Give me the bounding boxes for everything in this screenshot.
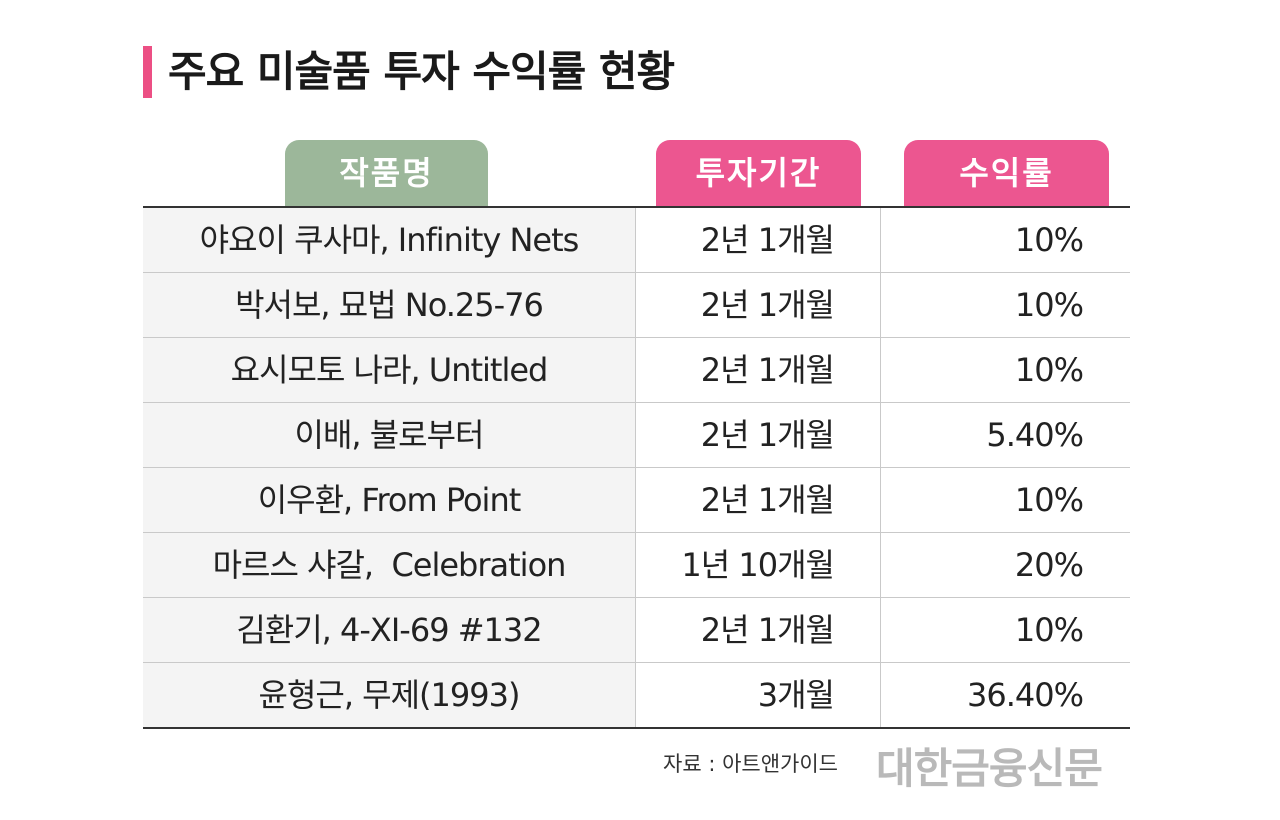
cell-rate: 10% (1014, 481, 1084, 519)
table-row: 마르스 샤갈, Celebration 1년 10개월 20% (143, 533, 1130, 598)
cell-period: 2년 1개월 (636, 598, 881, 662)
cell-work-name: 마르스 샤갈, Celebration (143, 533, 636, 597)
table-row: 이배, 불로부터 2년 1개월 5.40% (143, 403, 1130, 468)
cell-work-name: 박서보, 묘법 No.25-76 (143, 273, 636, 337)
cell-work-name: 요시모토 나라, Untitled (143, 338, 636, 402)
cell-period: 2년 1개월 (636, 273, 881, 337)
table-row: 야요이 쿠사마, Infinity Nets 2년 1개월 10% (143, 208, 1130, 273)
source-note: 자료 : 아트앤가이드 (663, 752, 838, 776)
returns-table: 야요이 쿠사마, Infinity Nets 2년 1개월 10% 박서보, 묘… (143, 206, 1130, 729)
header-work-name: 작품명 (285, 140, 488, 207)
cell-rate: 36.40% (966, 676, 1084, 714)
table-row: 요시모토 나라, Untitled 2년 1개월 10% (143, 338, 1130, 403)
cell-period: 2년 1개월 (636, 403, 881, 467)
table-row: 이우환, From Point 2년 1개월 10% (143, 468, 1130, 533)
cell-work-name: 김환기, 4-XI-69 #132 (143, 598, 636, 662)
header-investment-period: 투자기간 (656, 140, 861, 207)
cell-period: 2년 1개월 (636, 208, 881, 272)
cell-rate: 10% (1014, 221, 1084, 259)
cell-work-name: 윤형근, 무제(1993) (143, 663, 636, 727)
publisher-logo: 대한금융신문 (876, 744, 1103, 793)
cell-rate: 10% (1014, 286, 1084, 324)
cell-rate: 10% (1014, 611, 1084, 649)
cell-rate: 10% (1014, 351, 1084, 389)
table-row: 윤형근, 무제(1993) 3개월 36.40% (143, 663, 1130, 727)
table-row: 김환기, 4-XI-69 #132 2년 1개월 10% (143, 598, 1130, 663)
cell-rate: 20% (1014, 546, 1084, 584)
cell-period: 3개월 (636, 663, 881, 727)
cell-work-name: 야요이 쿠사마, Infinity Nets (143, 208, 636, 272)
cell-period: 1년 10개월 (636, 533, 881, 597)
page-title: 주요 미술품 투자 수익률 현황 (168, 47, 675, 96)
cell-period: 2년 1개월 (636, 338, 881, 402)
table-row: 박서보, 묘법 No.25-76 2년 1개월 10% (143, 273, 1130, 338)
header-return-rate: 수익률 (904, 140, 1109, 207)
cell-rate: 5.40% (986, 416, 1084, 454)
title-accent-bar (143, 46, 152, 98)
cell-period: 2년 1개월 (636, 468, 881, 532)
cell-work-name: 이배, 불로부터 (143, 403, 636, 467)
cell-work-name: 이우환, From Point (143, 468, 636, 532)
